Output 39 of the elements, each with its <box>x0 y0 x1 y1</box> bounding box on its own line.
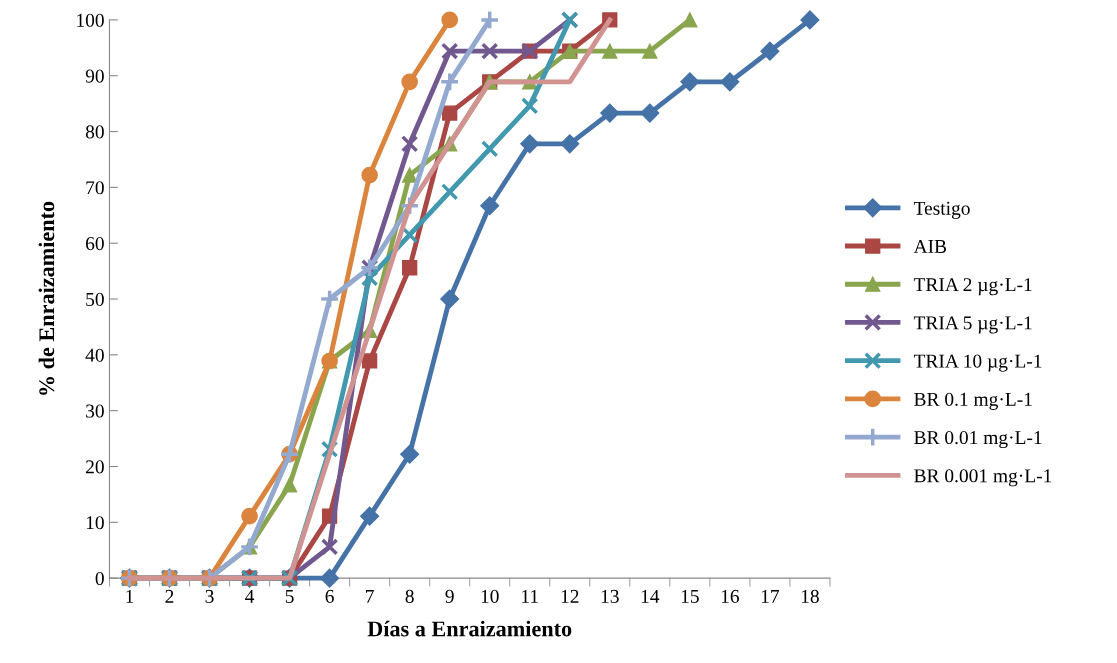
x-tick-label: 6 <box>325 589 334 603</box>
legend-label: TRIA 2 µg·L-1 <box>913 278 1032 296</box>
y-tick-label: 20 <box>86 460 104 474</box>
legend-label: Testigo <box>913 201 970 219</box>
x-tick-label: 12 <box>561 589 579 603</box>
y-tick-label: 30 <box>86 404 104 418</box>
x-tick-label: 17 <box>761 589 780 603</box>
legend-label: BR 0.1 mg·L-1 <box>914 392 1032 410</box>
x-tick-label: 2 <box>165 589 174 603</box>
x-tick-label: 18 <box>801 589 819 603</box>
x-tick-label: 5 <box>285 590 294 603</box>
x-tick-label: 13 <box>601 589 619 603</box>
x-tick-label: 16 <box>721 589 740 603</box>
legend-label: TRIA 5 µg·L-1 <box>913 316 1032 334</box>
legend-label: BR 0.01 mg·L-1 <box>914 430 1042 449</box>
y-tick-label: 10 <box>86 516 104 530</box>
x-tick-label: 10 <box>481 589 499 603</box>
x-tick-label: 1 <box>126 589 134 603</box>
y-tick-label: 0 <box>95 571 104 586</box>
y-tick-label: 70 <box>86 181 104 195</box>
y-tick-label: 60 <box>86 237 104 251</box>
x-axis-title: Días a Enraizamiento <box>367 620 572 637</box>
legend-label: AIB <box>913 240 947 253</box>
y-tick-label: 90 <box>85 69 104 83</box>
x-tick-label: 9 <box>445 589 454 603</box>
legend-label: BR 0.001 mg·L-1 <box>914 469 1052 487</box>
y-tick-label: 40 <box>85 348 104 362</box>
x-tick-label: 14 <box>641 589 660 603</box>
y-tick-label: 80 <box>85 125 104 139</box>
y-tick-label: 50 <box>86 292 104 306</box>
x-tick-label: 7 <box>366 590 374 603</box>
y-axis-title: % de Enraizamiento <box>38 201 55 395</box>
x-tick-label: 8 <box>405 589 414 603</box>
x-tick-label: 3 <box>205 589 214 603</box>
x-tick-label: 15 <box>681 589 699 603</box>
x-tick-label: 4 <box>245 589 255 603</box>
y-tick-label: 100 <box>77 13 104 27</box>
legend-label: TRIA 10 µg·L-1 <box>913 354 1042 372</box>
x-tick-label: 11 <box>522 589 538 603</box>
